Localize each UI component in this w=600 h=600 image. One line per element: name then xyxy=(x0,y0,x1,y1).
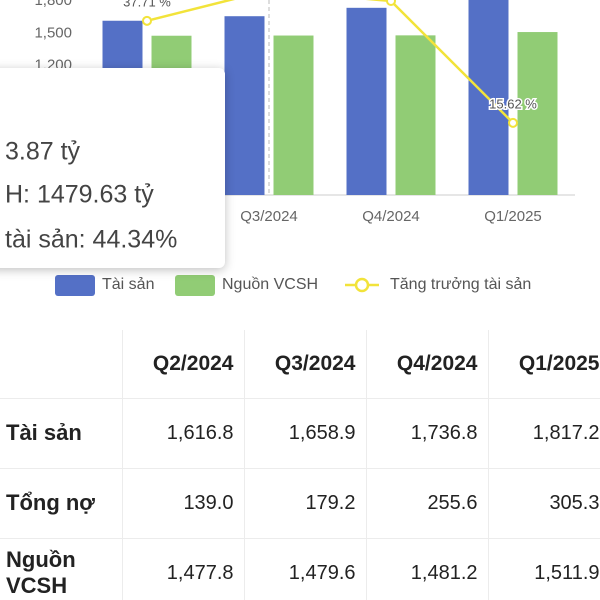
cell: 1,479.6 xyxy=(243,537,367,600)
row-label: Tài sản xyxy=(0,398,123,469)
bar xyxy=(517,32,558,195)
tooltip-line: tài sản: 44.34% xyxy=(5,225,178,254)
legend-swatch xyxy=(55,275,95,296)
data-table: Q2/2024 Q3/2024 Q4/2024 Q1/2025 Tài sản 1,616… xyxy=(0,330,600,600)
line-point xyxy=(386,0,396,6)
tooltip-line: 3.87 tỷ xyxy=(5,137,81,166)
column-header: Q3/2024 xyxy=(243,330,367,399)
x-tick-label: Q4/2024 xyxy=(362,208,420,225)
data-label: 37.71 % xyxy=(123,0,171,9)
bar xyxy=(395,35,436,195)
data-label: 15.62 % xyxy=(489,96,537,111)
legend-swatch xyxy=(175,275,215,296)
line xyxy=(146,0,514,124)
line-point xyxy=(142,15,152,26)
y-tick-label: 1,800 xyxy=(34,0,72,9)
cell: 1,511.9 xyxy=(487,537,600,600)
x-tick-label: Q1/2025 xyxy=(484,208,542,225)
table-row: Nguồn VCSH 1,477.8 1,479.6 1,481.2 1,511.9 xyxy=(0,537,600,600)
tooltip-line: H: 1479.63 tỷ xyxy=(5,180,154,209)
column-header: Q1/2025 xyxy=(487,330,600,399)
legend-label: Tăng trưởng tài sản xyxy=(390,276,531,293)
cell: 179.2 xyxy=(243,467,367,539)
bar xyxy=(273,35,314,196)
cell: 1,481.2 xyxy=(365,537,489,600)
row-label: Tổng nợ xyxy=(0,467,123,539)
bar xyxy=(224,16,265,196)
table-row: Tổng nợ 139.0 179.2 255.6 305.3 xyxy=(0,467,600,539)
cell: 1,477.8 xyxy=(121,537,245,600)
column-header: Q2/2024 xyxy=(121,330,245,399)
table: Q2/2024 Q3/2024 Q4/2024 Q1/2025 Tài sản 1,616… xyxy=(0,330,600,600)
line-point xyxy=(508,117,518,128)
cell: 1,658.9 xyxy=(243,398,367,469)
cell: 1,616.8 xyxy=(121,398,245,469)
tooltip: 3.87 tỷ H: 1479.63 tỷ tài sản: 44.34% xyxy=(0,68,225,268)
legend-label: Nguồn VCSH xyxy=(222,276,318,293)
y-tick-label: 1,500 xyxy=(34,24,72,41)
x-tick-label: Q3/2024 xyxy=(240,208,298,225)
cell: 255.6 xyxy=(365,467,489,539)
corner-cell xyxy=(0,330,123,399)
cell: 1,736.8 xyxy=(365,398,489,469)
row-label: Nguồn VCSH xyxy=(0,537,123,600)
legend-marker xyxy=(354,277,370,293)
cell: 139.0 xyxy=(121,467,245,539)
column-header: Q4/2024 xyxy=(365,330,489,399)
table-row: Tài sản 1,616.8 1,658.9 1,736.8 1,817.2 xyxy=(0,398,600,469)
cell: 305.3 xyxy=(487,467,600,539)
legend-label: Tài sản xyxy=(102,276,154,293)
bar xyxy=(346,7,387,196)
cell: 1,817.2 xyxy=(487,398,600,469)
